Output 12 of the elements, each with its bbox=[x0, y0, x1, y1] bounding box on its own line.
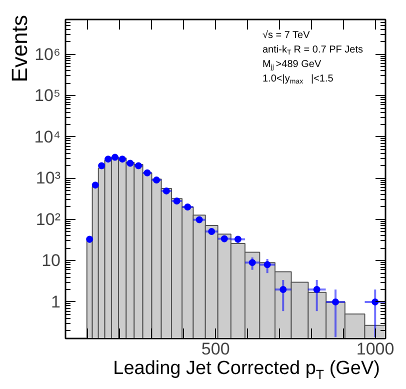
y-tick-label: 10⁶ bbox=[34, 44, 61, 64]
y-axis-title: Events bbox=[6, 15, 33, 82]
x-tick-label: 500 bbox=[201, 340, 230, 358]
y-tick-label: 10⁴ bbox=[34, 127, 61, 146]
annotation: √s = 7 TeV bbox=[262, 30, 310, 41]
y-tick-label: 1 bbox=[51, 292, 61, 312]
y-tick-label: 10³ bbox=[36, 168, 61, 188]
y-tick-label: 10⁵ bbox=[34, 86, 61, 106]
y-tick-label: 10 bbox=[42, 251, 61, 270]
y-tick-label: 10² bbox=[36, 210, 61, 229]
x-tick-label: 1000 bbox=[356, 340, 394, 358]
x-axis-title: Leading Jet Corrected p$_{T}$ (GeV) bbox=[113, 358, 380, 384]
